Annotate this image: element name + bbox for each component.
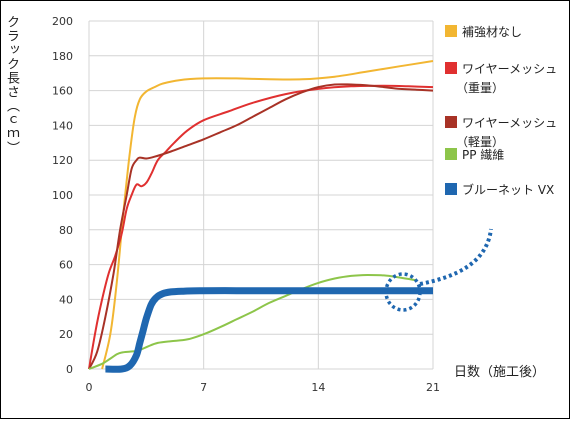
y-tick-labels: 0 20 40 60 80 100 120 140 160 180 200 xyxy=(52,15,73,376)
x-tick-labels: 0 7 14 21 xyxy=(86,381,441,394)
plot-area xyxy=(88,60,434,373)
legend-swatch xyxy=(445,25,457,37)
legend-swatch xyxy=(445,183,457,195)
y-tick-label: 180 xyxy=(52,50,73,63)
gridlines xyxy=(88,20,434,370)
series-line-bluenet-vx xyxy=(105,287,433,373)
legend-swatch xyxy=(445,148,457,160)
legend-item-no-reinforcement-label: 補強材なし xyxy=(462,25,522,39)
x-tick-label: 21 xyxy=(426,381,440,394)
y-tick-label: 20 xyxy=(59,328,73,341)
legend-item-pp-fiber-label: PP 繊維 xyxy=(462,148,504,162)
legend-item-wire-mesh-light-label: ワイヤーメッシュ xyxy=(462,116,557,130)
y-tick-label: 140 xyxy=(52,119,73,132)
y-tick-label: 200 xyxy=(52,15,73,28)
x-tick-label: 0 xyxy=(86,381,93,394)
y-axis-title: クラック長さ（ｃｍ） xyxy=(4,15,19,155)
series-line-wire-mesh-heavy xyxy=(88,84,434,370)
x-tick-label: 7 xyxy=(200,381,207,394)
callout-line xyxy=(419,228,493,286)
y-tick-label: 80 xyxy=(59,224,73,237)
y-tick-label: 60 xyxy=(59,259,73,272)
x-tick-label: 14 xyxy=(311,381,325,394)
series-line-wire-mesh-light xyxy=(88,83,434,370)
y-tick-label: 120 xyxy=(52,154,73,167)
y-tick-label: 160 xyxy=(52,85,73,98)
highlight-callout xyxy=(384,228,493,312)
x-axis-title: 日数（施工後） xyxy=(454,365,545,380)
legend-item-wire-mesh-heavy-label: ワイヤーメッシュ xyxy=(462,62,557,76)
series-line-no-reinforcement xyxy=(101,60,434,370)
legend-swatch xyxy=(445,62,457,74)
y-tick-label: 100 xyxy=(52,189,73,202)
y-tick-label: 40 xyxy=(59,293,73,306)
y-tick-label: 0 xyxy=(66,363,73,376)
legend-swatch xyxy=(445,116,457,128)
legend-item-wire-mesh-light-label: （軽量） xyxy=(456,135,504,149)
legend-item-wire-mesh-heavy-label: （重量） xyxy=(456,81,504,95)
series-line-pp-fiber xyxy=(88,274,417,370)
highlight-circle xyxy=(384,272,422,312)
legend-item-bluenet-vx-label: ブルーネット VX xyxy=(462,182,554,197)
